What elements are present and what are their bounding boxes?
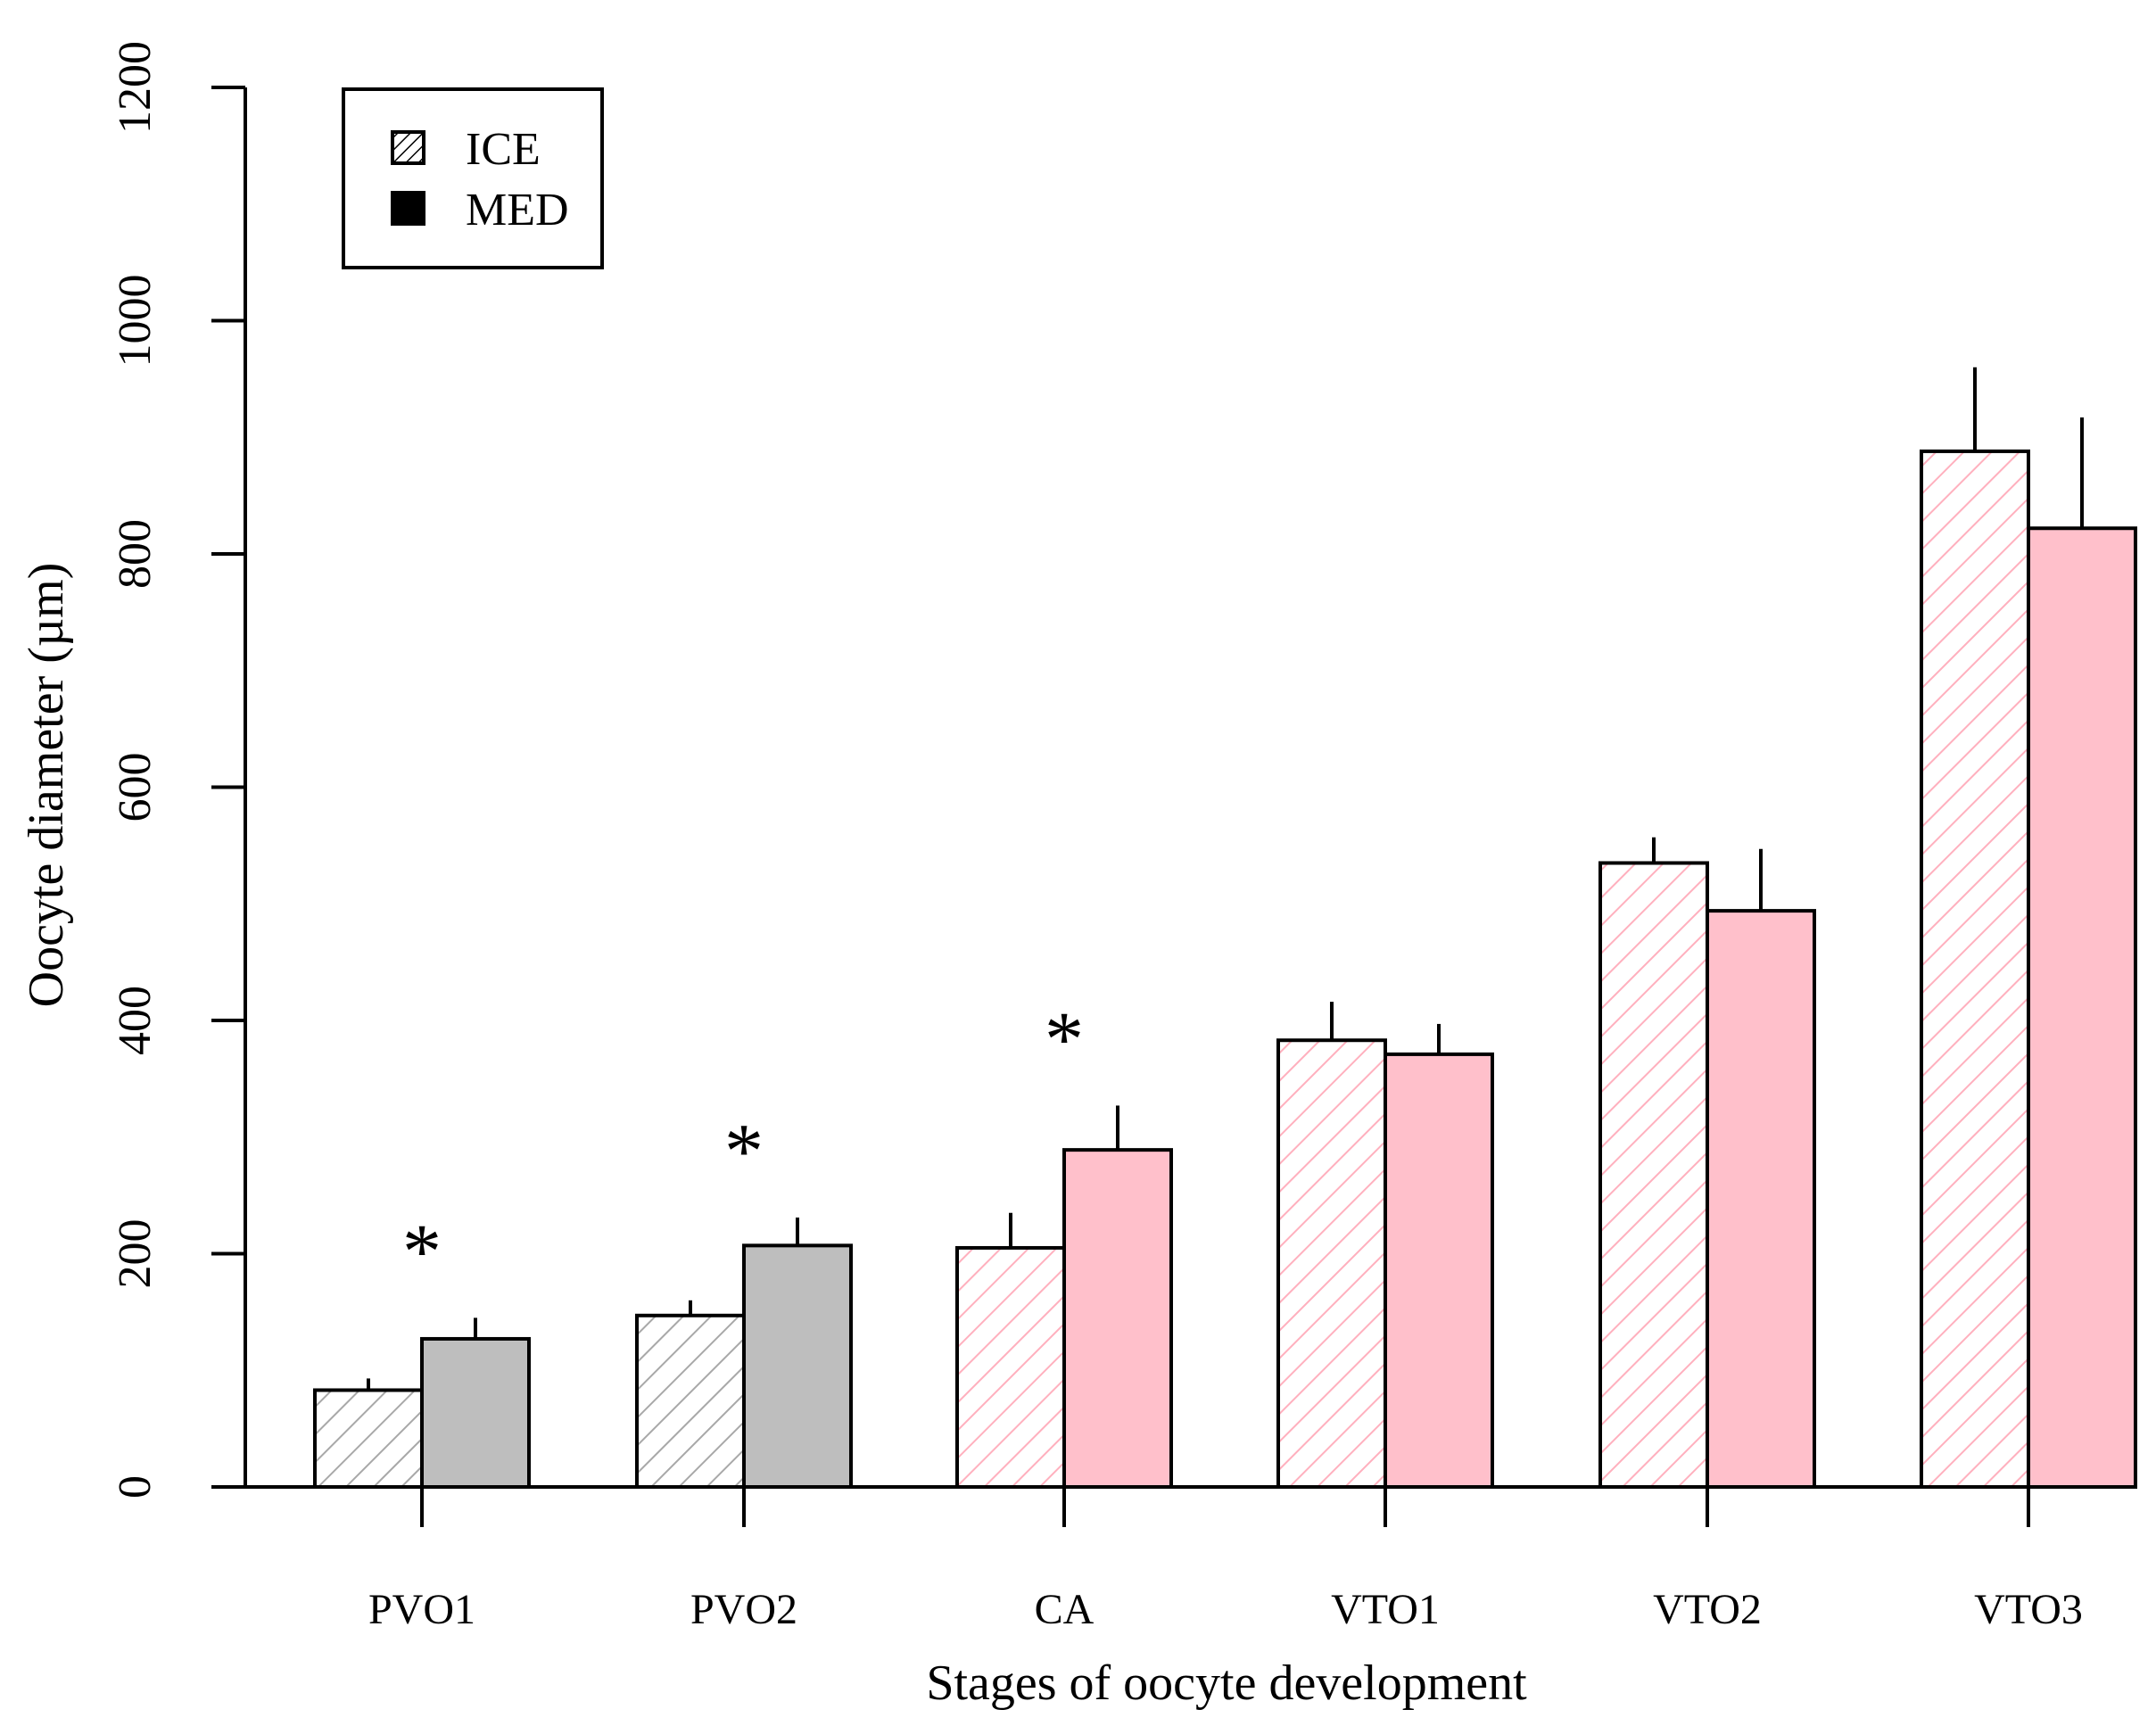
y-tick-label: 400 xyxy=(110,986,161,1055)
bar-med xyxy=(742,1243,853,1490)
bar-ice xyxy=(1598,861,1709,1489)
x-axis: PVO1 PVO2 CA VTO1 VTO2 VTO3 xyxy=(245,1485,2136,1633)
y-axis: 0 200 400 600 800 1000 1200 xyxy=(110,41,247,1499)
legend-swatch-med xyxy=(391,191,425,226)
significance-marker: * xyxy=(724,1109,764,1195)
significance-marker: * xyxy=(1045,996,1084,1083)
y-axis-label: Oocyte diameter (µm) xyxy=(19,563,74,1008)
legend: ICE MED xyxy=(342,87,604,269)
y-tick-label: 0 xyxy=(110,1475,161,1499)
bar-med xyxy=(1384,1052,1494,1489)
significance-marker: * xyxy=(402,1209,442,1295)
bar-med xyxy=(1706,909,1816,1489)
legend-label-med: MED xyxy=(466,185,569,235)
bar-ice xyxy=(955,1245,1066,1490)
bar-ice xyxy=(1920,449,2030,1490)
bars-group: * * * xyxy=(313,367,2137,1490)
bar-ice xyxy=(635,1313,746,1489)
x-tick-label: VTO3 xyxy=(1974,1586,2083,1633)
x-axis-label: Stages of oocyte development xyxy=(926,1656,1527,1711)
legend-swatch-ice xyxy=(391,130,425,165)
legend-label-ice: ICE xyxy=(466,124,541,175)
bar-med xyxy=(1062,1148,1173,1489)
y-tick-label: 800 xyxy=(110,519,161,589)
y-tick-label: 1200 xyxy=(110,41,161,134)
bar-ice xyxy=(1276,1038,1387,1490)
x-tick-label: VTO2 xyxy=(1653,1586,1762,1633)
bar-ice xyxy=(313,1388,424,1490)
x-tick-label: VTO1 xyxy=(1331,1586,1440,1633)
x-tick-label: PVO2 xyxy=(690,1586,797,1633)
x-tick-label: PVO1 xyxy=(368,1586,475,1633)
y-tick-label: 1000 xyxy=(110,275,161,367)
x-tick-label: CA xyxy=(1035,1586,1095,1633)
legend-box xyxy=(342,87,604,269)
bar-med xyxy=(420,1336,531,1490)
bar-med xyxy=(2027,526,2137,1489)
y-tick-label: 200 xyxy=(110,1219,161,1289)
y-tick-label: 600 xyxy=(110,753,161,822)
